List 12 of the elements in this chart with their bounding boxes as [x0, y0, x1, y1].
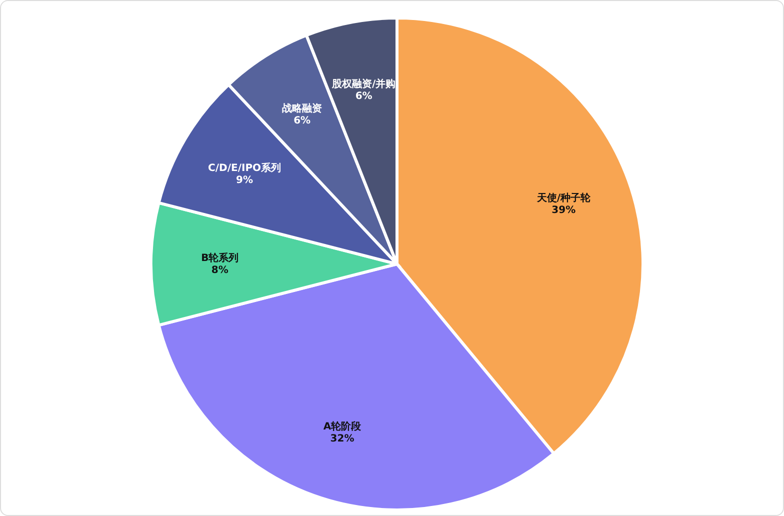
slice-label: C/D/E/IPO系列	[208, 162, 282, 174]
data-label: 8%	[211, 265, 228, 276]
data-label: 6%	[355, 91, 372, 102]
slice-label: A轮阶段	[323, 420, 362, 432]
slice-label: 股权融资/并购	[330, 78, 396, 90]
data-label: 6%	[294, 115, 311, 126]
data-label: 9%	[236, 174, 254, 186]
data-label: 39%	[552, 205, 576, 216]
data-label: 32%	[330, 433, 354, 444]
slice-label: 战略融资	[282, 102, 322, 114]
slice-label: 天使/种子轮	[536, 192, 592, 204]
slice-label: B轮系列	[201, 252, 239, 264]
